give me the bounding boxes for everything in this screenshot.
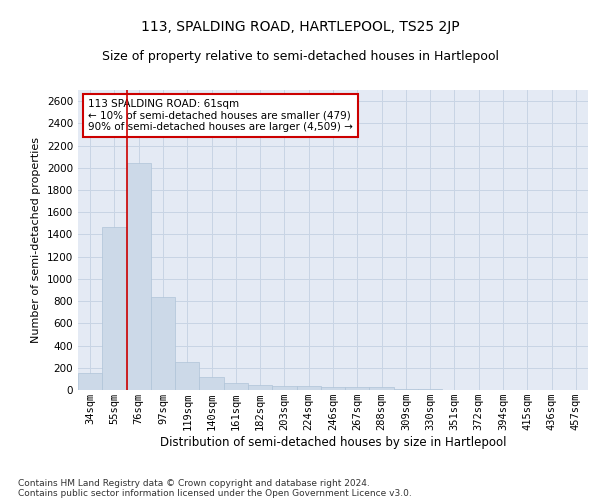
Text: Contains HM Land Registry data © Crown copyright and database right 2024.: Contains HM Land Registry data © Crown c… (18, 478, 370, 488)
Bar (127, 164, 151, 390)
X-axis label: Distribution of semi-detached houses by size in Hartlepool: Distribution of semi-detached houses by … (160, 436, 506, 449)
Bar (321, 386, 345, 390)
Bar (248, 385, 272, 390)
Bar (296, 386, 321, 390)
Text: 113, SPALDING ROAD, HARTLEPOOL, TS25 2JP: 113, SPALDING ROAD, HARTLEPOOL, TS25 2JP (140, 20, 460, 34)
Text: 113 SPALDING ROAD: 61sqm
← 10% of semi-detached houses are smaller (479)
90% of : 113 SPALDING ROAD: 61sqm ← 10% of semi-d… (88, 99, 353, 132)
Bar (224, 383, 248, 390)
Text: Size of property relative to semi-detached houses in Hartlepool: Size of property relative to semi-detach… (101, 50, 499, 63)
Text: Contains public sector information licensed under the Open Government Licence v3: Contains public sector information licen… (18, 488, 412, 498)
Bar (272, 386, 296, 390)
Bar (199, 377, 224, 390)
Bar (102, 226, 127, 390)
Bar (151, 296, 175, 390)
Bar (175, 362, 199, 390)
Bar (394, 389, 418, 390)
Bar (345, 386, 370, 390)
Bar (370, 387, 394, 390)
Y-axis label: Number of semi-detached properties: Number of semi-detached properties (31, 137, 41, 343)
Bar (78, 373, 102, 390)
